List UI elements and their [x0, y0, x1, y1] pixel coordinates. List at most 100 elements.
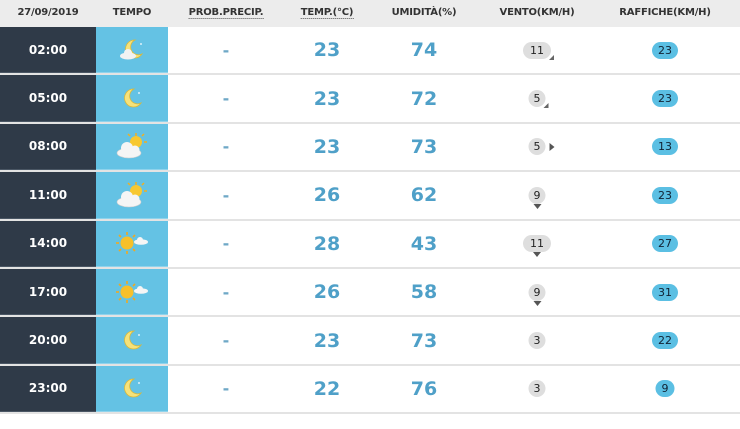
gust-badge: 23: [652, 186, 678, 204]
time-cell: 23:00: [0, 365, 96, 413]
gust-badge: 13: [652, 138, 678, 156]
time-cell: 02:00: [0, 27, 96, 74]
table-header: 27/09/2019 TEMPO PROB.PRECIP. TEMP.(°C) …: [0, 0, 740, 27]
table-row: 17:00 - 26 58 9 31: [0, 269, 740, 318]
time-cell: 20:00: [0, 317, 96, 364]
header-prob[interactable]: PROB.PRECIP.: [188, 7, 264, 19]
table-row: 20:00 - 23 73 3 22: [0, 317, 740, 366]
temperature: 23: [313, 87, 341, 110]
wind-cell: 3: [528, 317, 546, 363]
humidity: 73: [410, 135, 438, 158]
gust-badge: 23: [652, 90, 678, 108]
gust-badge: 22: [652, 332, 678, 350]
table-row: 14:00 - 28 43 11 27: [0, 220, 740, 269]
humidity: 74: [410, 39, 438, 62]
wind-direction-arrow-icon: [533, 252, 541, 258]
wind-cell: 11: [523, 221, 551, 267]
temperature: 26: [313, 184, 341, 207]
sun-small-cloud-icon: [96, 269, 168, 316]
temperature: 23: [313, 329, 341, 352]
table-row: 11:00 - 26 62 9 23: [0, 172, 740, 221]
wind-direction-arrow-icon: [533, 203, 541, 209]
sun-behind-cloud-icon: [96, 172, 168, 219]
prob-precip: -: [222, 137, 230, 157]
wind-cell: 3: [528, 366, 546, 412]
wind-cell: 5: [528, 75, 549, 121]
temperature: 23: [313, 39, 341, 62]
gust-badge: 31: [652, 283, 678, 301]
temperature: 22: [313, 377, 341, 400]
header-vento: VENTO(KM/H): [499, 7, 575, 18]
sun-behind-cloud-icon: [96, 123, 168, 171]
humidity: 76: [410, 377, 438, 400]
prob-precip: -: [222, 331, 230, 351]
moon-cloud-icon: [96, 27, 168, 74]
humidity: 72: [410, 87, 438, 110]
wind-cell: 9: [528, 172, 546, 218]
wind-direction-arrow-icon: [549, 54, 554, 60]
header-tempo: TEMPO: [112, 7, 152, 18]
wind-speed: 11: [530, 237, 544, 251]
header-umid: UMIDITÀ(%): [391, 7, 457, 18]
moon-icon: [96, 317, 168, 364]
gust-badge: 23: [652, 41, 678, 59]
temperature: 28: [313, 232, 341, 255]
wind-direction-arrow-icon: [549, 143, 555, 152]
header-date: 27/09/2019: [17, 7, 79, 18]
sun-small-cloud-icon: [96, 220, 168, 267]
prob-precip: -: [222, 379, 230, 399]
moon-icon: [96, 75, 168, 122]
prob-precip: -: [222, 89, 230, 109]
wind-badge: 3: [528, 332, 546, 350]
table-row: 02:00 - 23 74 11 23: [0, 27, 740, 76]
temperature: 23: [313, 135, 341, 158]
wind-badge: 5: [528, 90, 549, 109]
wind-badge: 9: [528, 283, 546, 306]
time-cell: 08:00: [0, 123, 96, 171]
gust-cell: 13: [652, 124, 678, 170]
wind-badge: 11: [523, 235, 551, 258]
wind-badge: 9: [528, 186, 546, 209]
time-cell: 17:00: [0, 269, 96, 316]
wind-badge: 11: [523, 41, 554, 60]
prob-precip: -: [222, 40, 230, 60]
wind-speed: 5: [533, 92, 541, 106]
moon-icon: [96, 365, 168, 413]
wind-speed: 3: [533, 334, 541, 348]
gust-cell: 9: [655, 366, 675, 412]
gust-cell: 23: [652, 172, 678, 218]
prob-precip: -: [222, 185, 230, 205]
wind-speed: 9: [533, 285, 541, 299]
wind-direction-arrow-icon: [533, 300, 541, 306]
gust-cell: 27: [652, 221, 678, 267]
gust-cell: 23: [652, 75, 678, 121]
header-raffiche: RAFFICHE(KM/H): [619, 7, 711, 18]
time-cell: 14:00: [0, 220, 96, 267]
gust-cell: 31: [652, 269, 678, 315]
wind-speed: 9: [533, 188, 541, 202]
gust-cell: 22: [652, 317, 678, 363]
wind-cell: 5: [528, 124, 555, 170]
humidity: 43: [410, 232, 438, 255]
gust-cell: 23: [652, 27, 678, 73]
humidity: 73: [410, 329, 438, 352]
gust-badge: 27: [652, 235, 678, 253]
table-row: 05:00 - 23 72 5 23: [0, 75, 740, 124]
table-row: 08:00 - 23 73 5 13: [0, 123, 740, 173]
prob-precip: -: [222, 282, 230, 302]
humidity: 62: [410, 184, 438, 207]
header-temp[interactable]: TEMP.(°C): [300, 7, 354, 19]
wind-cell: 11: [523, 27, 554, 73]
time-cell: 05:00: [0, 75, 96, 122]
wind-badge: 5: [528, 138, 555, 156]
wind-speed: 3: [533, 382, 541, 396]
wind-badge: 3: [528, 380, 546, 398]
humidity: 58: [410, 281, 438, 304]
temperature: 26: [313, 281, 341, 304]
gust-badge: 9: [655, 380, 675, 398]
prob-precip: -: [222, 234, 230, 254]
wind-speed: 5: [533, 140, 541, 154]
time-cell: 11:00: [0, 172, 96, 219]
wind-speed: 11: [530, 43, 544, 57]
wind-cell: 9: [528, 269, 546, 315]
